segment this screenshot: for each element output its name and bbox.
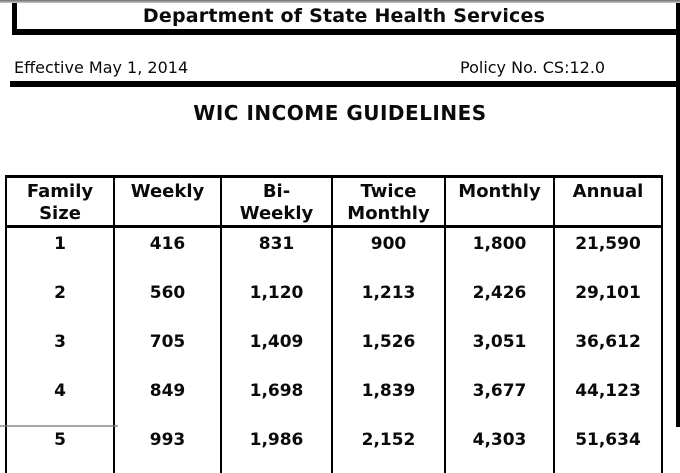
- table-cell: 900: [332, 227, 445, 278]
- table-cell: 3,677: [445, 375, 554, 424]
- table-cell: 1,986: [221, 424, 332, 473]
- table-cell: 1,698: [221, 375, 332, 424]
- table-cell: 416: [114, 227, 221, 278]
- table-cell: 29,101: [554, 277, 662, 326]
- scan-edge-band: [0, 0, 680, 3]
- effective-date: Effective May 1, 2014: [14, 58, 188, 77]
- table-cell: 993: [114, 424, 221, 473]
- table-cell: 1,213: [332, 277, 445, 326]
- page-title: WIC INCOME GUIDELINES: [0, 101, 680, 125]
- table-cell: 1: [6, 227, 114, 278]
- scan-edge-strip: [676, 0, 680, 427]
- table-cell: 3: [6, 326, 114, 375]
- table-cell: 51,634: [554, 424, 662, 473]
- table-cell: 2,426: [445, 277, 554, 326]
- table-cell: 21,590: [554, 227, 662, 278]
- table-cell: 849: [114, 375, 221, 424]
- divider-rule: [10, 81, 680, 87]
- table-cell: 4: [6, 375, 114, 424]
- column-header: Family Size: [6, 177, 114, 227]
- table-cell: 44,123: [554, 375, 662, 424]
- column-header: Twice Monthly: [332, 177, 445, 227]
- table-cell: 560: [114, 277, 221, 326]
- column-header: Annual: [554, 177, 662, 227]
- table-cell: 1,409: [221, 326, 332, 375]
- table-cell: 1,800: [445, 227, 554, 278]
- agency-title: Department of State Health Services: [12, 5, 676, 27]
- table-cell: 5: [6, 424, 114, 473]
- column-header: Monthly: [445, 177, 554, 227]
- column-header: Bi- Weekly: [221, 177, 332, 227]
- masthead-bottom-border: [12, 29, 680, 35]
- table-cell: 4,303: [445, 424, 554, 473]
- table-cell: 1,839: [332, 375, 445, 424]
- table-cell: 831: [221, 227, 332, 278]
- table-cell: 36,612: [554, 326, 662, 375]
- table-cell: 3,051: [445, 326, 554, 375]
- policy-number: Policy No. CS:12.0: [460, 58, 605, 77]
- table-cell: 2: [6, 277, 114, 326]
- table-cell: 1,526: [332, 326, 445, 375]
- table-cell: 1,120: [221, 277, 332, 326]
- table-cell: 2,152: [332, 424, 445, 473]
- column-header: Weekly: [114, 177, 221, 227]
- table-cell: 705: [114, 326, 221, 375]
